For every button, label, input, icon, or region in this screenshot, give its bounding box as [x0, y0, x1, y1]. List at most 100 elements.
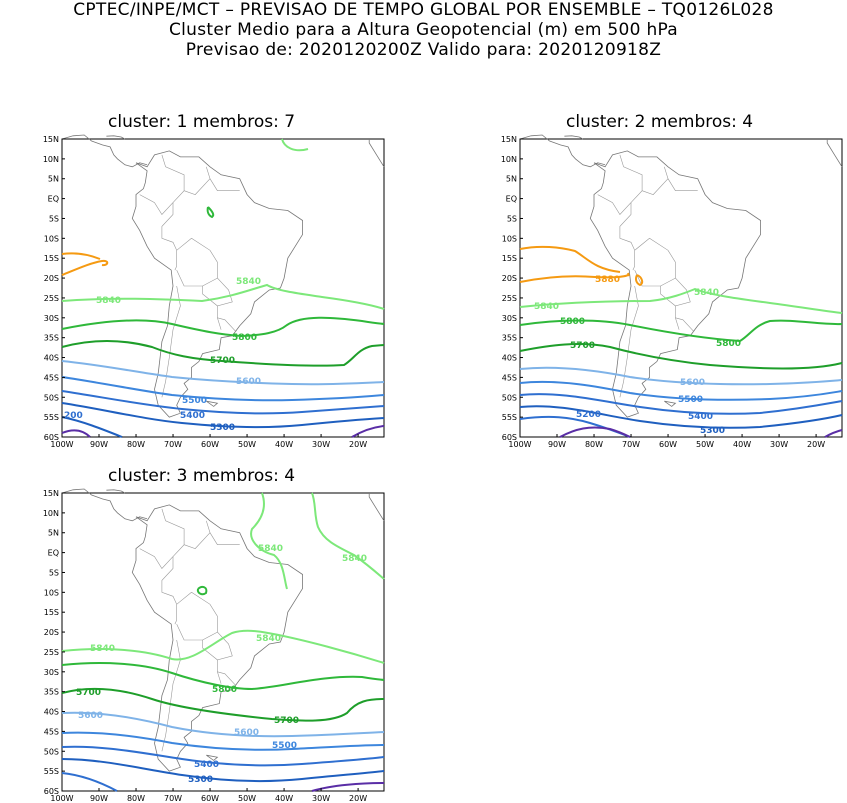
lat-tick-label: EQ [48, 549, 59, 558]
contour-label: 5800 [232, 333, 257, 343]
lat-tick-label: 15S [44, 254, 59, 263]
lat-tick-label: 35S [44, 688, 59, 697]
contour-5300 [61, 758, 385, 783]
contour-5200-b [559, 426, 631, 438]
panel-1-lat-labels: 15N 10N 5N EQ 5S 10S 15S 20S 25S 30S 35S 40S 45S 50S 5… [43, 135, 65, 442]
lat-tick-label: 10N [501, 155, 517, 164]
contour-label: 5600 [78, 711, 103, 721]
lon-tick-label: 60W [659, 440, 677, 449]
lat-tick-label: 15S [44, 608, 59, 617]
contour-5300 [61, 402, 385, 429]
lat-tick-label: 10S [44, 588, 59, 597]
contour-5840-north [281, 138, 309, 152]
panel-3-lon-labels: 100W 90W 80W 70W 60W 50W 40W 30W 20W [50, 788, 367, 803]
panel-2-contour-labels: 5880 5840 5840 5800 5700 5800 5600 5500 … [534, 275, 741, 436]
country-border [184, 166, 211, 195]
lon-tick-label: 50W [696, 440, 714, 449]
falklands-islands [664, 400, 677, 407]
africa-coastline [368, 139, 385, 168]
lat-tick-label: 40S [44, 708, 59, 717]
lon-tick-label: 100W [508, 440, 531, 449]
contour-5200-c [824, 429, 843, 438]
central-america-north-coast [106, 489, 126, 494]
contour-5800 [61, 662, 385, 691]
figure-header: CPTEC/INPE/MCT – PREVISAO DE TEMPO GLOBA… [0, 0, 847, 60]
lat-tick-label: 45S [44, 373, 59, 382]
lon-tick-label: 80W [127, 440, 145, 449]
contour-label: 5700 [76, 688, 101, 698]
contour-5300 [519, 405, 843, 429]
contour-5880-a [519, 245, 621, 273]
lon-tick-label: 70W [164, 794, 182, 803]
contour-5880-c [635, 274, 644, 287]
contour-5840-islet [196, 585, 208, 596]
contour-label: 5600 [680, 378, 705, 388]
lon-tick-label: 100W [50, 794, 73, 803]
lon-tick-label: 60W [201, 794, 219, 803]
contour-label: 5600 [236, 377, 261, 387]
panel-2-land [519, 134, 843, 418]
central-america-north-coast [106, 135, 126, 140]
lat-tick-label: 30S [502, 314, 517, 323]
contour-5200-b [61, 429, 91, 438]
lat-tick-label: 10N [43, 509, 59, 518]
country-border [597, 154, 643, 215]
central-america-coastline [519, 134, 606, 168]
panel-1-contours [61, 138, 385, 438]
falklands-islands [206, 754, 219, 761]
panel-1-land [61, 134, 385, 418]
contour-5840 [61, 629, 385, 664]
country-border [202, 277, 233, 307]
contour-label: 5880 [595, 275, 620, 285]
lat-tick-label: 5N [48, 175, 59, 184]
contour-label: 5700 [570, 341, 595, 351]
lon-tick-label: 30W [770, 440, 788, 449]
country-border [209, 532, 240, 545]
lon-tick-label: 60W [201, 440, 219, 449]
lat-tick-label: 10S [502, 234, 517, 243]
contour-label: 5200 [576, 410, 601, 420]
contour-5200 [61, 416, 123, 438]
panel-3-title: cluster: 3 membros: 4 [108, 466, 296, 486]
panel-3-map: 5840 5840 5840 5840 5800 5700 5700 5600 … [43, 488, 385, 803]
lat-tick-label: 25S [502, 294, 517, 303]
country-border [619, 285, 639, 398]
contour-5400 [61, 390, 385, 415]
contour-5400 [519, 393, 843, 415]
lat-tick-label: 55S [502, 413, 517, 422]
contour-label: 5840 [534, 302, 559, 312]
lat-tick-label: 5S [49, 568, 59, 577]
contour-label: 200 [64, 411, 83, 421]
contour-label: 5500 [182, 396, 207, 406]
lat-tick-label: 5N [48, 529, 59, 538]
south-america-coastline [589, 150, 761, 418]
contour-label: 5300 [210, 423, 235, 433]
country-border [217, 671, 237, 686]
africa-coastline [826, 139, 843, 168]
country-border [675, 305, 680, 330]
header-line-1: CPTEC/INPE/MCT – PREVISAO DE TEMPO GLOBA… [73, 0, 774, 20]
lon-tick-label: 30W [312, 440, 330, 449]
lat-tick-label: 45S [44, 727, 59, 736]
contour-5840-islet [206, 206, 215, 219]
contour-label: 5300 [188, 775, 213, 785]
contour-label: 5840 [258, 544, 283, 554]
lon-tick-label: 80W [585, 440, 603, 449]
country-border [642, 166, 669, 195]
lon-tick-label: 20W [349, 794, 367, 803]
contour-5700 [61, 340, 385, 367]
lat-tick-label: 10S [44, 234, 59, 243]
contour-label: 5400 [688, 412, 713, 422]
header-line-3: Previsao de: 2020120200Z Valido para: 20… [185, 40, 662, 60]
lon-tick-label: 70W [622, 440, 640, 449]
lat-tick-label: 40S [44, 354, 59, 363]
contour-label: 5600 [234, 728, 259, 738]
panel-1-map: 5840 5840 5800 5700 5600 5500 5400 5300 … [43, 134, 385, 449]
central-america-coastline [61, 488, 148, 522]
contour-5800 [519, 319, 843, 343]
contour-5200 [61, 772, 118, 792]
lat-tick-label: 15N [501, 135, 517, 144]
contour-label: 5700 [210, 356, 235, 366]
lat-tick-label: EQ [506, 195, 517, 204]
country-border [161, 285, 181, 398]
